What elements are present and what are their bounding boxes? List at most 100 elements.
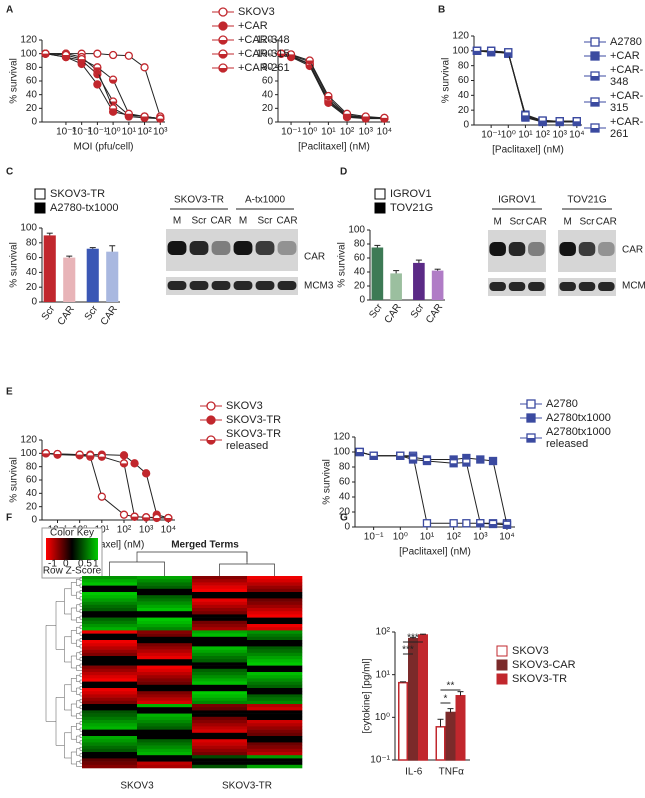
heatmap-cell xyxy=(82,752,138,756)
row-dendrogram xyxy=(79,638,82,642)
heatmap-cell xyxy=(82,614,138,618)
heatmap-cell xyxy=(82,710,138,714)
heatmap-cell xyxy=(137,764,193,769)
legend-item: A2780 xyxy=(584,36,645,48)
legend-swatch xyxy=(212,35,234,45)
significance-label: *** xyxy=(402,645,414,656)
legend: A2780 A2780tx1000 A2780tx1000 released xyxy=(520,398,640,452)
marker xyxy=(486,46,496,55)
row-dendrogram xyxy=(79,583,82,588)
heatmap-cell xyxy=(192,675,248,679)
panel-letter: E xyxy=(6,387,13,398)
legend-label: SKOV3 xyxy=(238,6,275,18)
legend-item: SKOV3 xyxy=(212,6,312,18)
marker-half xyxy=(287,54,295,58)
marker xyxy=(472,46,482,55)
blot-group-label: SKOV3-TR xyxy=(174,195,224,206)
x-tick-label: 10⁻² xyxy=(72,127,92,138)
heatmap-cell xyxy=(82,732,138,737)
bar xyxy=(398,681,408,761)
heatmap-cell xyxy=(247,614,303,618)
row-dendrogram xyxy=(76,674,80,682)
blot-band xyxy=(578,242,596,256)
heatmap-cell xyxy=(192,748,248,753)
heatmap-cell xyxy=(82,720,138,724)
y-tick-label: 120 xyxy=(256,35,273,46)
legend: SKOV3-TR A2780-tx1000 xyxy=(34,188,174,216)
x-tick-label: IL-6 xyxy=(405,767,423,778)
legend-item: +CAR-315 xyxy=(584,90,645,114)
heatmap-cell xyxy=(137,713,193,718)
heatmap-cell xyxy=(192,636,248,641)
blot-band-label: MCM3 xyxy=(304,281,334,292)
legend-swatch xyxy=(212,7,234,17)
marker xyxy=(408,455,418,464)
legend-label: +CAR-315 xyxy=(610,90,644,114)
legend-label: A2780 xyxy=(546,398,578,410)
blot-band xyxy=(189,241,209,255)
y-tick-label: 60 xyxy=(354,253,366,264)
heatmap-cell xyxy=(137,752,193,756)
row-dendrogram xyxy=(70,655,77,669)
heatmap-cell xyxy=(247,595,303,599)
heatmap-cell xyxy=(247,691,303,695)
marker xyxy=(218,49,228,59)
x-tick-label: 10² xyxy=(137,127,152,138)
legend-item: A2780tx1000 released xyxy=(520,426,640,450)
y-tick-label: 40 xyxy=(339,492,351,503)
marker xyxy=(218,35,228,45)
y-axis-label: % survival xyxy=(9,58,20,104)
heatmap-cell xyxy=(192,720,248,724)
marker xyxy=(380,113,389,123)
legend-swatch xyxy=(200,435,222,445)
heatmap-cell xyxy=(82,723,138,727)
heatmap-cell xyxy=(247,608,303,612)
heatmap-cell xyxy=(137,710,193,714)
marker xyxy=(462,458,471,467)
marker-body xyxy=(97,492,106,501)
blot-lane-label: CAR xyxy=(276,216,297,227)
error-bar xyxy=(393,270,400,274)
marker-half xyxy=(219,40,227,44)
legend-label: SKOV3 xyxy=(226,400,263,412)
y-axis-label: % survival xyxy=(337,242,348,288)
color-key-tick: -1 xyxy=(48,559,57,570)
marker xyxy=(41,49,50,58)
heatmap-cell xyxy=(192,646,248,650)
y-tick-label: 120 xyxy=(20,435,37,446)
marker-body xyxy=(476,455,485,464)
y-axis-label: % survival xyxy=(322,459,333,505)
color-key-label: Row Z-Score xyxy=(43,566,102,577)
blot-band xyxy=(508,282,526,291)
heatmap-cell xyxy=(192,576,248,580)
row-dendrogram xyxy=(79,663,82,668)
x-tick-label: 10² xyxy=(446,532,461,543)
marker xyxy=(218,21,228,31)
heatmap-cell xyxy=(247,604,303,609)
legend-box xyxy=(34,202,46,214)
marker-body xyxy=(140,63,149,72)
color-key-tick: 0 xyxy=(63,559,69,570)
marker-half xyxy=(86,455,94,459)
heatmap-cell xyxy=(137,604,193,609)
blot-band xyxy=(255,241,275,255)
legend-swatch xyxy=(496,645,508,657)
heatmap-cell xyxy=(192,736,248,740)
legend-swatch xyxy=(200,415,222,425)
marker-half xyxy=(142,517,150,521)
blot-lane-label: M xyxy=(563,217,571,228)
heatmap-cell xyxy=(137,627,193,631)
y-tick-label: 120 xyxy=(452,31,469,42)
legend-swatch xyxy=(212,21,234,31)
marker-half xyxy=(573,121,581,125)
heatmap-cell xyxy=(192,579,248,583)
marker xyxy=(142,469,151,478)
marker xyxy=(218,63,228,73)
column-dendrogram xyxy=(219,563,275,576)
heatmap-cell xyxy=(82,592,138,596)
marker xyxy=(476,455,485,464)
legend-item: +CAR-315 xyxy=(212,48,312,60)
x-tick-label: 10⁰ xyxy=(302,127,317,138)
heatmap-cell xyxy=(137,726,193,730)
heatmap-cell xyxy=(137,720,193,724)
